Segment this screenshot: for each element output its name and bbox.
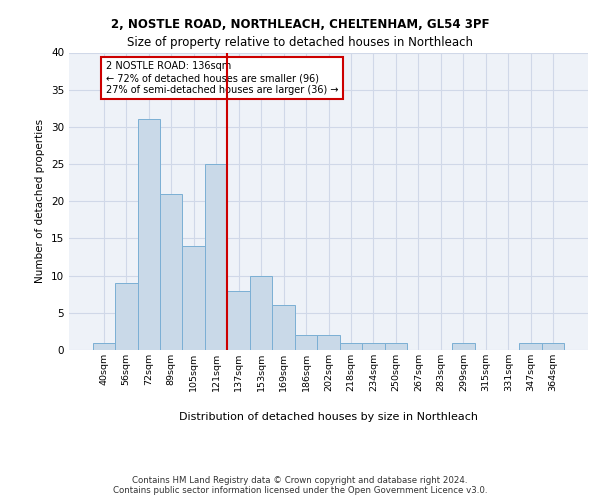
Text: Size of property relative to detached houses in Northleach: Size of property relative to detached ho… bbox=[127, 36, 473, 49]
Y-axis label: Number of detached properties: Number of detached properties bbox=[35, 119, 46, 284]
Bar bbox=[115, 283, 137, 350]
Bar bbox=[182, 246, 205, 350]
Bar bbox=[340, 342, 362, 350]
Bar bbox=[137, 120, 160, 350]
Bar bbox=[92, 342, 115, 350]
Text: 2, NOSTLE ROAD, NORTHLEACH, CHELTENHAM, GL54 3PF: 2, NOSTLE ROAD, NORTHLEACH, CHELTENHAM, … bbox=[111, 18, 489, 30]
Bar bbox=[452, 342, 475, 350]
Bar bbox=[520, 342, 542, 350]
Bar bbox=[385, 342, 407, 350]
Text: Distribution of detached houses by size in Northleach: Distribution of detached houses by size … bbox=[179, 412, 478, 422]
Bar bbox=[160, 194, 182, 350]
Bar bbox=[205, 164, 227, 350]
Bar bbox=[542, 342, 565, 350]
Bar bbox=[272, 306, 295, 350]
Bar bbox=[317, 335, 340, 350]
Bar bbox=[295, 335, 317, 350]
Text: Contains HM Land Registry data © Crown copyright and database right 2024.
Contai: Contains HM Land Registry data © Crown c… bbox=[113, 476, 487, 495]
Bar bbox=[227, 290, 250, 350]
Bar bbox=[250, 276, 272, 350]
Bar bbox=[362, 342, 385, 350]
Text: 2 NOSTLE ROAD: 136sqm
← 72% of detached houses are smaller (96)
27% of semi-deta: 2 NOSTLE ROAD: 136sqm ← 72% of detached … bbox=[106, 62, 338, 94]
